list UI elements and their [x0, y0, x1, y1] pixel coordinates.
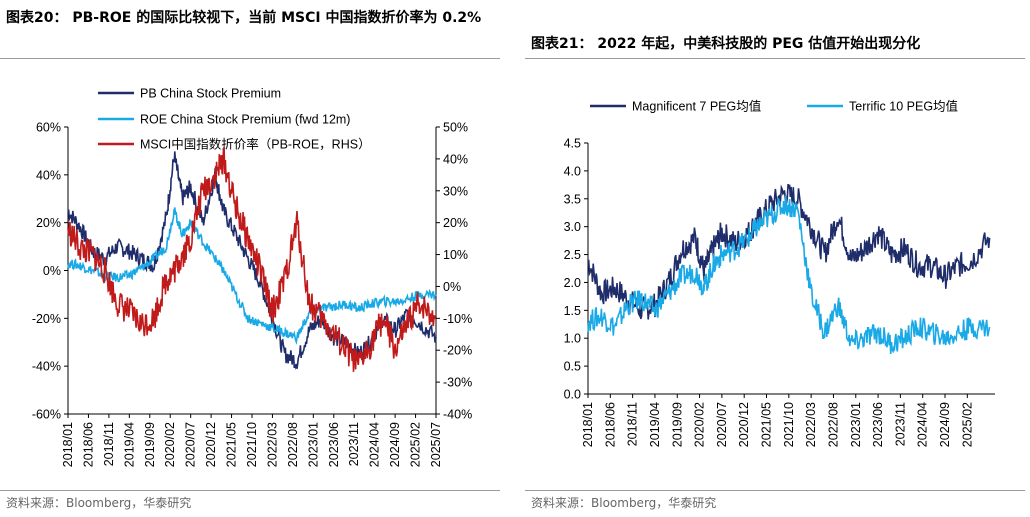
- y-right-tick-label: -20%: [443, 344, 472, 358]
- x-tick-label: 2020/07: [715, 402, 729, 447]
- y-tick-label: 1.5: [564, 304, 581, 318]
- y-tick-label: 20%: [36, 216, 61, 230]
- x-tick-label: 2023/06: [327, 422, 341, 467]
- x-tick-label: 2025/02: [409, 422, 423, 467]
- x-tick-label: 2022/08: [286, 422, 300, 467]
- x-tick-label: 2022/03: [804, 402, 818, 447]
- x-tick-label: 2024/09: [938, 402, 952, 447]
- y-tick-label: 1.0: [564, 332, 581, 346]
- y-right-tick-label: -30%: [443, 376, 472, 390]
- x-tick-label: 2025/07: [429, 422, 443, 467]
- x-tick-label: 2023/11: [347, 422, 361, 466]
- x-tick-label: 2024/09: [388, 422, 402, 467]
- left-chart: PB China Stock Premium ROE China Stock Pr…: [32, 87, 472, 468]
- x-tick-label: 2018/01: [581, 402, 595, 447]
- x-tick-label: 2021/10: [782, 402, 796, 447]
- y-tick-label: 2.5: [564, 248, 581, 262]
- x-tick-label: 2020/02: [693, 402, 707, 447]
- left-figure-title: 图表20： PB-ROE 的国际比较视下，当前 MSCI 中国指数折价率为 0.…: [6, 10, 482, 26]
- y-tick-label: 0.5: [564, 360, 581, 374]
- y-tick-label: 3.0: [564, 220, 581, 234]
- left-bottom-rule: [0, 490, 500, 491]
- y-tick-label: 3.5: [564, 192, 581, 206]
- y-right-tick-label: 30%: [443, 184, 468, 198]
- right-chart: Magnificent 7 PEG均值 Terrific 10 PEG均值 4.5 4…: [564, 99, 995, 447]
- legend-label: ROE China Stock Premium (fwd 12m): [140, 113, 350, 127]
- legend-label: Magnificent 7 PEG均值: [632, 99, 761, 114]
- series-line: [67, 151, 437, 371]
- y-right-tick-label: 0%: [443, 280, 461, 294]
- series-line: [67, 207, 437, 345]
- left-source-note: 资料来源：Bloomberg，华泰研究: [6, 496, 192, 510]
- x-tick-label: 2020/07: [184, 422, 198, 467]
- right-figure-panel: 图表21： 2022 年起，中美科技股的 PEG 估值开始出现分化 Magnif…: [525, 0, 1030, 517]
- x-tick-label: 2019/09: [143, 422, 157, 467]
- y-tick-label: 60%: [36, 121, 61, 135]
- y-tick-label: -20%: [32, 312, 61, 326]
- y-right-tick-label: 50%: [443, 121, 468, 135]
- x-tick-label: 2023/11: [893, 402, 907, 446]
- x-tick-label: 2018/11: [102, 422, 116, 466]
- y-right-tick-label: 20%: [443, 216, 468, 230]
- y-tick-label: 40%: [36, 168, 61, 182]
- y-right-tick-label: -10%: [443, 312, 472, 326]
- x-tick-label: 2022/03: [265, 422, 279, 467]
- x-tick-label: 2025/02: [960, 402, 974, 447]
- y-tick-label: 0.0: [564, 388, 581, 402]
- right-bottom-rule: [525, 490, 1025, 491]
- x-tick-label: 2021/05: [225, 422, 239, 467]
- left-figure-panel: 图表20： PB-ROE 的国际比较视下，当前 MSCI 中国指数折价率为 0.…: [0, 0, 505, 517]
- x-tick-label: 2021/05: [760, 402, 774, 447]
- y-tick-label: 4.0: [564, 164, 581, 178]
- x-tick-label: 2020/02: [163, 422, 177, 467]
- x-tick-label: 2018/01: [61, 422, 75, 467]
- y-right-tick-label: 40%: [443, 152, 468, 166]
- x-tick-label: 2023/01: [306, 422, 320, 467]
- left-title-rule: [0, 58, 500, 59]
- x-tick-label: 2019/09: [670, 402, 684, 447]
- x-tick-label: 2023/06: [871, 402, 885, 447]
- right-title-rule: [525, 58, 1025, 59]
- series-line: [587, 195, 991, 355]
- x-tick-label: 2020/12: [204, 422, 218, 467]
- x-tick-label: 2022/08: [826, 402, 840, 447]
- y-tick-label: -60%: [32, 408, 61, 422]
- x-tick-label: 2020/12: [737, 402, 751, 447]
- x-tick-label: 2018/11: [626, 402, 640, 446]
- y-tick-label: 4.5: [564, 137, 581, 151]
- x-tick-label: 2024/04: [368, 422, 382, 467]
- x-tick-label: 2019/04: [122, 422, 136, 467]
- x-tick-label: 2021/10: [245, 422, 259, 467]
- legend-label: MSCI中国指数折价率（PB-ROE，RHS）: [140, 137, 371, 152]
- legend-label: PB China Stock Premium: [140, 87, 281, 101]
- series-line: [67, 147, 436, 372]
- x-tick-label: 2023/01: [849, 402, 863, 447]
- y-tick-label: -40%: [32, 360, 61, 374]
- y-right-tick-label: 10%: [443, 248, 468, 262]
- right-source-note: 资料来源：Bloomberg，华泰研究: [531, 496, 717, 510]
- y-tick-label: 0%: [43, 264, 61, 278]
- y-tick-label: 2.0: [564, 276, 581, 290]
- x-tick-label: 2018/06: [81, 422, 95, 467]
- x-tick-label: 2018/06: [603, 402, 617, 447]
- y-right-tick-label: -40%: [443, 408, 472, 422]
- right-figure-title: 图表21： 2022 年起，中美科技股的 PEG 估值开始出现分化: [531, 36, 921, 52]
- legend-label: Terrific 10 PEG均值: [849, 99, 958, 114]
- x-tick-label: 2019/04: [648, 402, 662, 447]
- x-tick-label: 2024/04: [916, 402, 930, 447]
